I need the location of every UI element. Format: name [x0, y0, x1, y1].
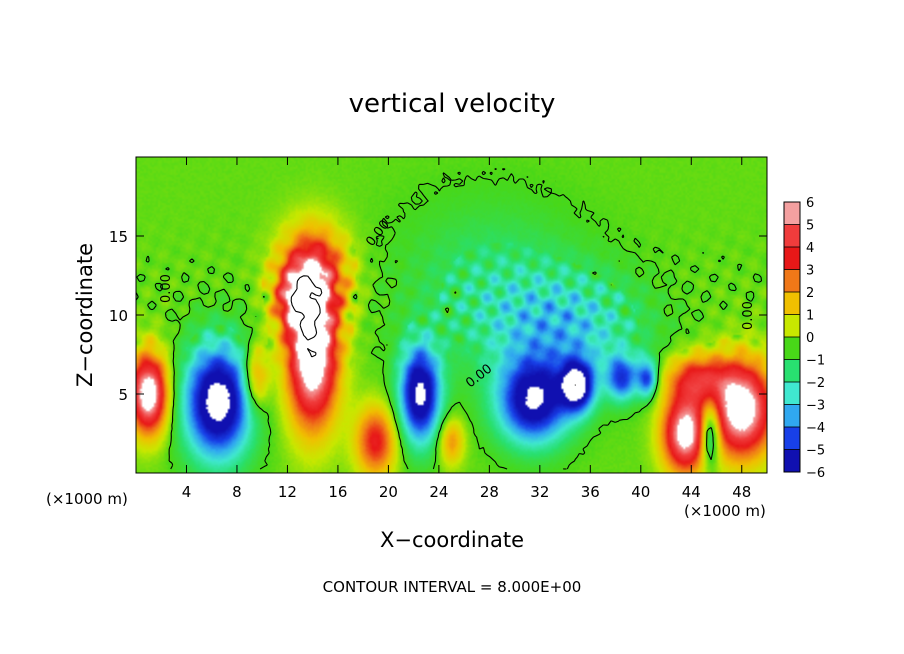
colorbar-band [784, 224, 800, 248]
contour-label: 0.00 [159, 274, 174, 303]
x-tick-label: 12 [278, 483, 297, 501]
x-tick-label: 20 [379, 483, 398, 501]
colorbar: 6 5 4 3 2 1 0 −1 −2 −3 −4 −5 −6 [783, 196, 825, 481]
colorbar-band [784, 449, 800, 473]
colorbar-label: 5 [806, 219, 814, 234]
colorbar-band [784, 382, 800, 405]
x-tick-label: 4 [182, 483, 192, 501]
x-tick-label: 24 [429, 483, 448, 501]
contour-lines [136, 167, 763, 470]
contour-line [136, 167, 763, 470]
colorbar-band [784, 314, 800, 338]
contour-line [290, 275, 323, 358]
y-axis-ticks: 5 10 15 [109, 228, 767, 404]
x-unit-left: (×1000 m) [46, 490, 128, 508]
y-tick-label: 5 [118, 386, 128, 404]
colorbar-label: 0 [806, 331, 814, 346]
colorbar-label: 1 [806, 309, 814, 324]
x-axis-label: X−coordinate [380, 528, 524, 552]
velocity-field [136, 157, 767, 473]
colorbar-band [784, 404, 800, 428]
x-tick-label: 36 [581, 483, 600, 501]
colorbar-band [784, 269, 800, 293]
colorbar-label: 6 [806, 196, 814, 211]
x-tick-label: 16 [328, 483, 347, 501]
colorbar-label: 4 [806, 241, 814, 256]
x-tick-label: 8 [232, 483, 242, 501]
y-tick-label: 15 [109, 228, 128, 246]
x-tick-label: 28 [480, 483, 499, 501]
colorbar-label: 3 [806, 264, 814, 279]
x-tick-label: 32 [530, 483, 549, 501]
velocity-heatmap [136, 157, 767, 473]
x-unit-right: (×1000 m) [684, 502, 766, 520]
contour-interval-footer: CONTOUR INTERVAL = 8.000E+00 [323, 578, 582, 596]
x-tick-label: 44 [682, 483, 701, 501]
y-tick-label: 10 [109, 307, 128, 325]
colorbar-label: −6 [806, 466, 825, 481]
y-axis-label: Z−coordinate [73, 243, 97, 387]
colorbar-band [784, 247, 800, 270]
colorbar-band [784, 427, 800, 450]
colorbar-band [784, 202, 800, 225]
chart-title: vertical velocity [349, 89, 556, 119]
colorbar-label: −1 [806, 354, 825, 369]
x-axis-ticks: 4 8 12 16 20 24 28 32 36 40 44 48 [182, 157, 751, 501]
x-tick-label: 48 [732, 483, 751, 501]
colorbar-label: −5 [806, 444, 825, 459]
colorbar-label: 2 [806, 286, 814, 301]
contour-label: 0.00 [741, 301, 756, 330]
x-tick-label: 40 [631, 483, 650, 501]
colorbar-label: −3 [806, 399, 825, 414]
colorbar-label: −2 [806, 376, 825, 391]
colorbar-band [784, 359, 800, 383]
colorbar-label: −4 [806, 421, 825, 436]
colorbar-band [784, 292, 800, 315]
colorbar-band [784, 337, 800, 360]
